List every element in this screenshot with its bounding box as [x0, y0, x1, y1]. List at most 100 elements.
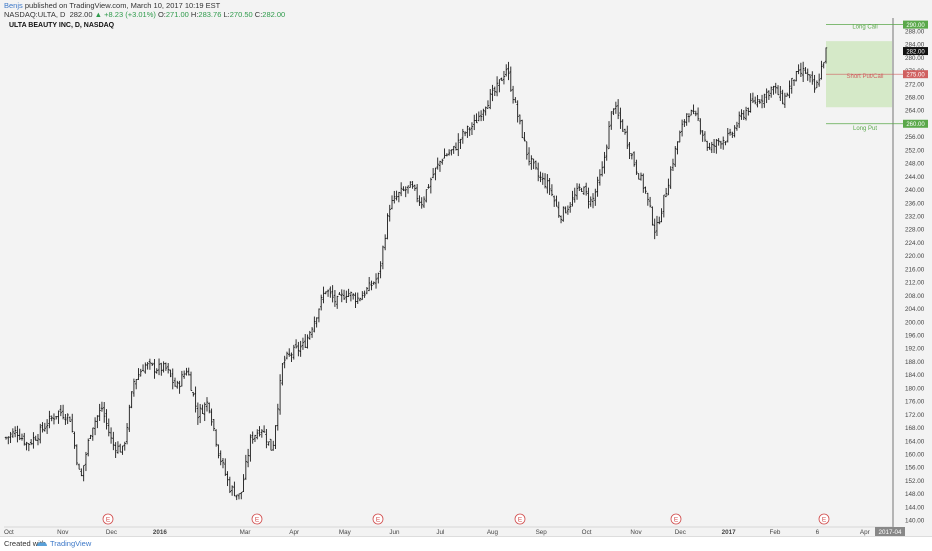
ohlc-bar[interactable] — [582, 186, 586, 195]
ohlc-bar[interactable] — [596, 176, 599, 197]
earnings-marker[interactable] — [372, 513, 384, 525]
ohlc-bar[interactable] — [324, 291, 327, 295]
ohlc-bar[interactable] — [459, 138, 462, 149]
ohlc-bar[interactable] — [105, 409, 108, 430]
ohlc-bar[interactable] — [719, 140, 723, 149]
ohlc-bar[interactable] — [166, 363, 170, 374]
ohlc-bar[interactable] — [537, 162, 540, 182]
ohlc-bar[interactable] — [765, 88, 768, 104]
ohlc-bar[interactable] — [285, 351, 289, 360]
ohlc-bar[interactable] — [109, 427, 113, 444]
ohlc-bar[interactable] — [763, 93, 766, 108]
ohlc-bar[interactable] — [477, 111, 481, 122]
ohlc-bar[interactable] — [498, 79, 501, 93]
ohlc-bar[interactable] — [137, 368, 140, 381]
ohlc-bar[interactable] — [479, 110, 483, 122]
ohlc-bar[interactable] — [454, 142, 458, 151]
ohlc-bar[interactable] — [580, 187, 583, 192]
ohlc-bar[interactable] — [66, 413, 69, 425]
ohlc-bar[interactable] — [747, 107, 750, 116]
ohlc-bar[interactable] — [237, 493, 241, 500]
ohlc-bar[interactable] — [228, 476, 232, 494]
ohlc-bar[interactable] — [589, 196, 592, 207]
ohlc-bar[interactable] — [267, 441, 270, 446]
ohlc-bar[interactable] — [644, 186, 647, 194]
ohlc-bar[interactable] — [674, 146, 677, 167]
ohlc-bar[interactable] — [653, 218, 656, 240]
ohlc-bar[interactable] — [598, 169, 602, 186]
ohlc-bar[interactable] — [34, 435, 37, 441]
ohlc-bar[interactable] — [240, 491, 243, 500]
ohlc-bar[interactable] — [710, 141, 713, 153]
earnings-marker[interactable] — [818, 513, 830, 525]
ohlc-bar[interactable] — [628, 142, 631, 160]
ohlc-bar[interactable] — [630, 152, 634, 160]
ohlc-bar[interactable] — [112, 431, 115, 451]
ohlc-bar[interactable] — [610, 111, 613, 130]
ohlc-bar[interactable] — [774, 82, 777, 94]
ohlc-bar[interactable] — [203, 402, 206, 422]
ohlc-bar[interactable] — [313, 316, 316, 333]
ohlc-bar[interactable] — [45, 419, 49, 434]
ohlc-bar[interactable] — [148, 358, 152, 370]
ohlc-bar[interactable] — [806, 68, 809, 81]
ohlc-bar[interactable] — [393, 190, 396, 204]
ohlc-bar[interactable] — [381, 245, 385, 270]
ohlc-bar[interactable] — [769, 86, 773, 98]
ohlc-bar[interactable] — [427, 184, 430, 189]
ohlc-bar[interactable] — [41, 422, 44, 433]
ohlc-bar[interactable] — [214, 429, 218, 447]
ohlc-bar[interactable] — [29, 439, 33, 446]
ohlc-bar[interactable] — [452, 145, 455, 154]
ohlc-bar[interactable] — [192, 391, 195, 397]
ohlc-bar[interactable] — [48, 410, 51, 429]
ohlc-bar[interactable] — [790, 77, 793, 94]
ohlc-bar[interactable] — [527, 147, 531, 166]
ohlc-bar[interactable] — [801, 61, 805, 83]
ohlc-bar[interactable] — [144, 362, 147, 374]
ohlc-bar[interactable] — [73, 431, 76, 449]
ohlc-bar[interactable] — [134, 379, 138, 390]
ohlc-bar[interactable] — [253, 434, 257, 443]
earnings-marker[interactable] — [102, 513, 114, 525]
ohlc-bar[interactable] — [370, 280, 373, 291]
ohlc-bar[interactable] — [646, 192, 650, 206]
ohlc-bar[interactable] — [219, 450, 222, 466]
ohlc-bar[interactable] — [781, 89, 784, 105]
ohlc-bar[interactable] — [434, 167, 437, 181]
ohlc-bar[interactable] — [4, 436, 8, 440]
ohlc-bar[interactable] — [306, 334, 309, 349]
ohlc-bar[interactable] — [817, 73, 821, 87]
ohlc-bar[interactable] — [388, 204, 391, 222]
ohlc-bar[interactable] — [820, 60, 823, 80]
ohlc-bar[interactable] — [626, 125, 629, 149]
ohlc-bar[interactable] — [671, 158, 675, 171]
ohlc-bar[interactable] — [386, 213, 389, 240]
ohlc-bar[interactable] — [77, 463, 81, 470]
ohlc-bar[interactable] — [141, 364, 145, 372]
ohlc-bar[interactable] — [404, 186, 407, 198]
ohlc-bar[interactable] — [797, 64, 800, 75]
ohlc-bar[interactable] — [722, 136, 725, 150]
ohlc-bar[interactable] — [550, 184, 554, 197]
ohlc-bar[interactable] — [495, 76, 499, 97]
ohlc-bar[interactable] — [226, 471, 229, 487]
ohlc-bar[interactable] — [600, 161, 604, 177]
ohlc-bar[interactable] — [244, 454, 248, 480]
ohlc-bar[interactable] — [107, 418, 110, 437]
ohlc-bar[interactable] — [772, 85, 775, 95]
ohlc-bar[interactable] — [760, 94, 764, 109]
ohlc-bar[interactable] — [623, 128, 627, 135]
ohlc-bar[interactable] — [103, 401, 106, 423]
ohlc-bar[interactable] — [568, 202, 572, 213]
ohlc-bar[interactable] — [98, 403, 101, 422]
ohlc-bar[interactable] — [543, 173, 547, 189]
ohlc-bar[interactable] — [395, 190, 398, 201]
ohlc-bar[interactable] — [470, 122, 474, 136]
ohlc-bar[interactable] — [484, 106, 487, 116]
ohlc-bar[interactable] — [744, 106, 748, 121]
ohlc-bar[interactable] — [13, 426, 17, 438]
ohlc-bar[interactable] — [64, 414, 67, 425]
ohlc-bar[interactable] — [365, 286, 369, 295]
ohlc-bar[interactable] — [658, 216, 661, 225]
